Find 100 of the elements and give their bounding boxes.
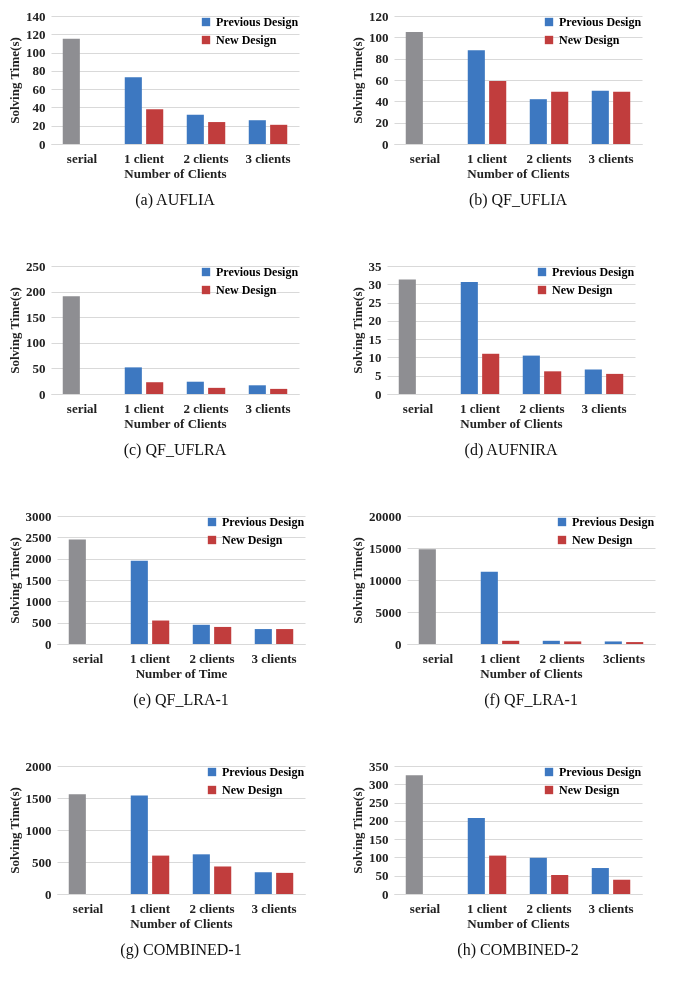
y-tick-label: 0 — [39, 386, 46, 402]
x-tick-label: 1 client — [479, 650, 521, 666]
y-tick-label: 60 — [375, 72, 389, 88]
y-tick-label: 100 — [26, 45, 46, 61]
x-axis-title: Number of Clients — [480, 665, 583, 681]
bar — [551, 91, 569, 144]
bar — [613, 91, 631, 144]
bar — [529, 99, 547, 144]
bar — [248, 385, 266, 394]
y-tick-label: 200 — [26, 284, 46, 300]
y-tick-label: 350 — [369, 758, 389, 774]
bar — [467, 817, 485, 894]
x-tick-label: 2 clients — [526, 150, 572, 166]
bar — [604, 641, 622, 644]
bar — [254, 629, 272, 644]
text: (f) QF_LRA-1 — [484, 691, 578, 709]
y-tick-label: 2000 — [25, 551, 52, 567]
y-tick-label: 0 — [382, 886, 389, 902]
x-tick-label: serial — [66, 150, 98, 166]
bar — [186, 381, 204, 394]
y-tick-label: 0 — [395, 636, 402, 652]
y-tick-label: 80 — [375, 51, 389, 67]
x-tick-label: serial — [402, 400, 434, 416]
y-tick-label: 2000 — [25, 758, 52, 774]
x-tick-label: 1 client — [459, 400, 501, 416]
bar — [482, 353, 500, 394]
bar — [254, 872, 272, 894]
bar — [489, 81, 507, 144]
x-axis-title: Number of Time — [135, 665, 228, 681]
x-axis-title: Number of Clients — [130, 915, 233, 931]
bar — [192, 624, 210, 644]
y-tick-label: 5 — [375, 368, 382, 384]
x-tick-label: 1 client — [466, 900, 508, 916]
bar — [152, 855, 170, 894]
y-tick-label: 0 — [375, 386, 382, 402]
bar — [192, 854, 210, 894]
y-tick-label: 0 — [45, 636, 52, 652]
bar — [186, 114, 204, 144]
y-tick-label: 150 — [26, 309, 46, 325]
y-tick-label: 35 — [368, 258, 382, 274]
y-axis-title: Solving Time(s) — [350, 537, 365, 624]
legend-label: Previous Design — [559, 15, 642, 29]
bar — [564, 641, 582, 644]
y-tick-label: 0 — [39, 136, 46, 152]
bar — [544, 371, 562, 394]
bar — [130, 560, 148, 644]
x-tick-label: 2 clients — [189, 650, 235, 666]
y-tick-label: 50 — [375, 868, 389, 884]
bar — [130, 795, 148, 894]
legend-label: Previous Design — [559, 765, 642, 779]
y-tick-label: 15 — [368, 331, 382, 347]
x-tick-label: 3 clients — [581, 400, 627, 416]
y-axis-title: Solving Time(s) — [6, 787, 22, 874]
bar — [606, 373, 624, 394]
y-tick-label: 15000 — [369, 540, 402, 556]
x-tick-label: 3 clients — [588, 900, 634, 916]
text: (b) QF_UFLIA — [468, 191, 568, 209]
bar — [502, 640, 520, 644]
y-tick-label: 120 — [369, 8, 389, 24]
legend-label: New Design — [216, 33, 277, 47]
y-tick-label: 100 — [369, 849, 389, 865]
y-tick-label: 500 — [32, 854, 52, 870]
x-axis-title: Number of Clients — [460, 415, 563, 431]
x-tick-label: 3clients — [603, 650, 645, 666]
bar — [270, 124, 288, 144]
text: (a) AUFLIA — [135, 191, 216, 209]
x-tick-label: 3 clients — [251, 650, 297, 666]
legend-label: Previous Design — [572, 515, 655, 529]
y-tick-label: 250 — [369, 795, 389, 811]
bar — [68, 794, 86, 894]
bar — [276, 872, 294, 894]
y-tick-label: 500 — [32, 615, 52, 631]
text: (h) COMBINED-2 — [457, 941, 579, 959]
x-tick-label: 2 clients — [183, 400, 229, 416]
bar — [146, 382, 164, 394]
bar — [489, 855, 507, 894]
y-axis-title: Solving Time(s) — [350, 37, 365, 124]
y-tick-label: 80 — [32, 63, 46, 79]
bar — [208, 387, 226, 394]
bar — [270, 388, 288, 394]
y-tick-label: 20 — [32, 118, 46, 134]
x-tick-label: 1 client — [129, 650, 171, 666]
y-tick-label: 40 — [375, 93, 389, 109]
y-axis-title: Solving Time(s) — [6, 537, 22, 624]
y-tick-label: 300 — [369, 776, 389, 792]
x-tick-label: 1 client — [123, 400, 165, 416]
x-tick-label: 2 clients — [189, 900, 235, 916]
y-tick-label: 20000 — [369, 508, 402, 524]
x-tick-label: 3 clients — [588, 150, 634, 166]
y-axis-title: Solving Time(s) — [349, 287, 365, 374]
y-tick-label: 200 — [369, 813, 389, 829]
y-tick-label: 250 — [26, 258, 46, 274]
legend-label: New Design — [572, 533, 633, 547]
y-tick-label: 30 — [368, 276, 382, 292]
y-tick-label: 10 — [368, 349, 382, 365]
bar — [405, 775, 423, 894]
y-tick-label: 1500 — [25, 572, 52, 588]
y-axis-title: Solving Time(s) — [350, 787, 365, 874]
bar — [146, 109, 164, 144]
y-tick-label: 2500 — [25, 529, 52, 545]
